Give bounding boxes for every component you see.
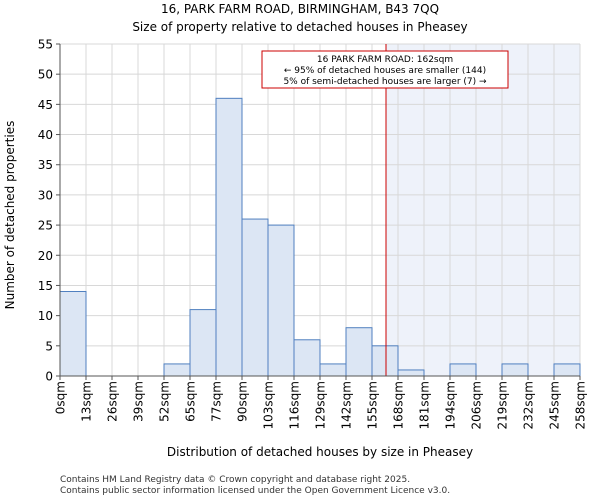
y-tick-label: 25	[38, 219, 53, 233]
y-tick-label: 30	[38, 188, 53, 202]
highlight-region-layer	[386, 44, 580, 376]
y-tick-label: 10	[38, 309, 53, 323]
bar	[267, 224, 295, 377]
y-tick-label: 35	[38, 158, 53, 172]
x-tick-label: 142sqm	[340, 381, 354, 429]
x-tick-label: 39sqm	[132, 381, 146, 422]
x-tick-label: 90sqm	[236, 381, 250, 422]
y-tick-label: 45	[38, 98, 53, 112]
x-tick-label: 181sqm	[418, 381, 432, 429]
annotation-line-1: 16 PARK FARM ROAD: 162sqm	[317, 55, 453, 65]
annotation-line-2: ← 95% of detached houses are smaller (14…	[284, 66, 486, 76]
gridlines	[59, 43, 581, 377]
x-tick-labels: 0sqm 13sqm 26sqm 39sqm 52sqm 65sqm 77sqm 90sqm 1…	[54, 376, 588, 429]
chart-title: 16, PARK FARM ROAD, BIRMINGHAM, B43 7QQ	[161, 2, 439, 16]
x-axis-label: Distribution of detached houses by size …	[167, 445, 473, 459]
bar	[215, 97, 243, 377]
y-tick-label: 20	[38, 249, 53, 263]
x-tick-label: 245sqm	[548, 381, 562, 429]
bar	[241, 218, 269, 377]
x-tick-label: 103sqm	[262, 381, 276, 429]
x-tick-label: 206sqm	[470, 381, 484, 429]
x-tick-label: 232sqm	[522, 381, 536, 429]
y-tick-label: 0	[45, 370, 53, 384]
y-tick-label: 50	[38, 68, 53, 82]
x-tick-label: 168sqm	[392, 381, 406, 429]
x-tick-label: 65sqm	[184, 381, 198, 422]
footer-line-1: Contains HM Land Registry data © Crown c…	[60, 475, 410, 485]
bar	[293, 339, 321, 377]
y-axis-label: Number of detached properties	[3, 121, 17, 310]
bars	[59, 97, 581, 377]
bar	[397, 369, 425, 377]
bar	[449, 363, 477, 377]
footer-line-2: Contains public sector information licen…	[60, 486, 450, 496]
annotation-line-3: 5% of semi-detached houses are larger (7…	[283, 77, 487, 87]
x-tick-label: 219sqm	[496, 381, 510, 429]
y-tick-label: 5	[45, 339, 53, 353]
x-tick-label: 0sqm	[54, 381, 68, 414]
y-tick-label: 40	[38, 128, 53, 142]
bar	[345, 327, 373, 377]
x-tick-label: 26sqm	[106, 381, 120, 422]
bar	[501, 363, 529, 377]
marker-annotation: 16 PARK FARM ROAD: 162sqm ← 95% of detac…	[261, 50, 509, 89]
x-tick-label: 194sqm	[444, 381, 458, 429]
bar	[163, 363, 191, 377]
bar	[319, 363, 347, 377]
highlight-region	[386, 44, 580, 376]
x-tick-label: 155sqm	[366, 381, 380, 429]
x-tick-label: 13sqm	[80, 381, 94, 422]
x-tick-label: 258sqm	[574, 381, 588, 429]
chart-subtitle: Size of property relative to detached ho…	[132, 20, 467, 34]
y-tick-label: 55	[38, 38, 53, 52]
y-tick-label: 15	[38, 279, 53, 293]
x-tick-label: 77sqm	[210, 381, 224, 422]
x-tick-label: 129sqm	[314, 381, 328, 429]
bar	[189, 309, 217, 377]
x-tick-label: 116sqm	[288, 381, 302, 429]
annotation-box	[261, 50, 509, 89]
bar	[59, 290, 87, 377]
y-tick-labels: 0 5 10 15 20 25 30 35 40 45 50 55	[38, 38, 60, 384]
bar	[371, 345, 399, 377]
bar	[553, 363, 581, 377]
x-tick-label: 52sqm	[158, 381, 172, 422]
